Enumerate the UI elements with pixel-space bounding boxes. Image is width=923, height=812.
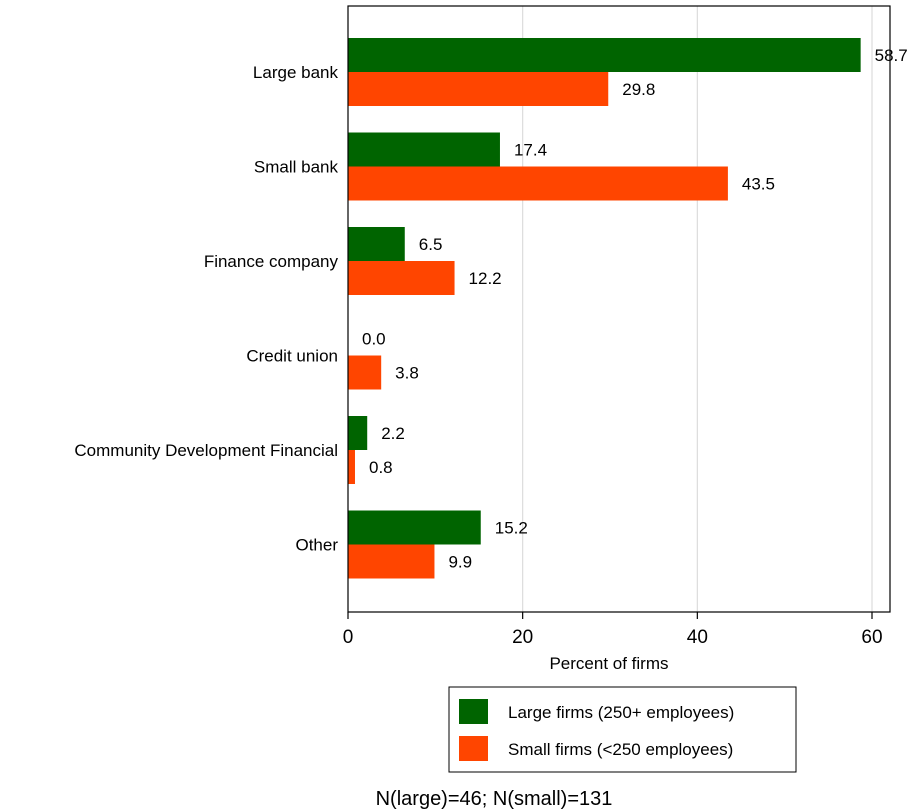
category-label-large-bank: Large bank: [253, 63, 339, 82]
legend-swatch-small-firms: [459, 736, 488, 761]
bar-small-firms-250-employees-finance-company: [348, 261, 455, 295]
x-tick-label: 20: [512, 627, 533, 648]
legend-label-large-firms: Large firms (250+ employees): [508, 703, 734, 722]
category-labels: Large bank Small bank Finance company Credi…: [74, 63, 338, 555]
bar-large-firms-250-employees-large-bank: [348, 38, 861, 72]
legend: Large firms (250+ employees) Small firms…: [448, 686, 797, 773]
bar-small-firms-250-employees-large-bank: [348, 72, 609, 106]
value-label-large-firms-250-employees-small-bank: 17.4: [514, 141, 547, 160]
category-label-other: Other: [295, 536, 338, 555]
bar-small-firms-250-employees-credit-union: [348, 355, 382, 390]
category-label-small-bank: Small bank: [254, 158, 339, 177]
bar-small-firms-250-employees-community-development-financial: [348, 450, 355, 484]
bar-large-firms-250-employees-community-development-financial: [348, 416, 368, 450]
bars: [348, 38, 861, 579]
value-labels: 58.7 29.8 17.4 43.5 6.5 12.2 0.0 3.8 2.2 0.8 15.2 9…: [362, 46, 908, 572]
legend-box: [448, 686, 797, 773]
x-tick-label: 40: [687, 627, 708, 648]
value-label-small-firms-250-employees-community-development-financial: 0.8: [369, 458, 393, 477]
x-tick-label: 60: [861, 627, 882, 648]
value-label-small-firms-250-employees-finance-company: 12.2: [469, 269, 502, 288]
value-label-small-firms-250-employees-credit-union: 3.8: [395, 364, 419, 383]
bar-large-firms-250-employees-small-bank: [348, 132, 500, 167]
gridlines: [522, 6, 873, 612]
plot-frame: [347, 5, 891, 613]
value-label-large-firms-250-employees-other: 15.2: [495, 519, 528, 538]
bar-large-firms-250-employees-finance-company: [348, 227, 405, 261]
category-label-community-development-financial: Community Development Financial: [74, 441, 338, 460]
bar-small-firms-250-employees-small-bank: [348, 166, 728, 201]
legend-swatch-large-firms: [459, 699, 488, 724]
bar-large-firms-250-employees-other: [348, 510, 481, 545]
x-tick-label: 0: [343, 627, 354, 648]
legend-label-small-firms: Small firms (<250 employees): [508, 740, 733, 759]
category-label-finance-company: Finance company: [204, 252, 339, 271]
bar-small-firms-250-employees-other: [348, 544, 435, 579]
value-label-large-firms-250-employees-community-development-financial: 2.2: [381, 424, 405, 443]
sample-size-note: N(large)=46; N(small)=131: [376, 788, 613, 810]
value-label-large-firms-250-employees-finance-company: 6.5: [419, 235, 443, 254]
category-label-credit-union: Credit union: [246, 347, 338, 366]
value-label-large-firms-250-employees-credit-union: 0.0: [362, 330, 386, 349]
value-label-small-firms-250-employees-large-bank: 29.8: [622, 80, 655, 99]
x-axis: 0 20 40 60: [343, 612, 883, 648]
x-axis-title: Percent of firms: [549, 654, 668, 673]
value-label-large-firms-250-employees-large-bank: 58.7: [875, 46, 908, 65]
value-label-small-firms-250-employees-small-bank: 43.5: [742, 175, 775, 194]
value-label-small-firms-250-employees-other: 9.9: [448, 553, 472, 572]
